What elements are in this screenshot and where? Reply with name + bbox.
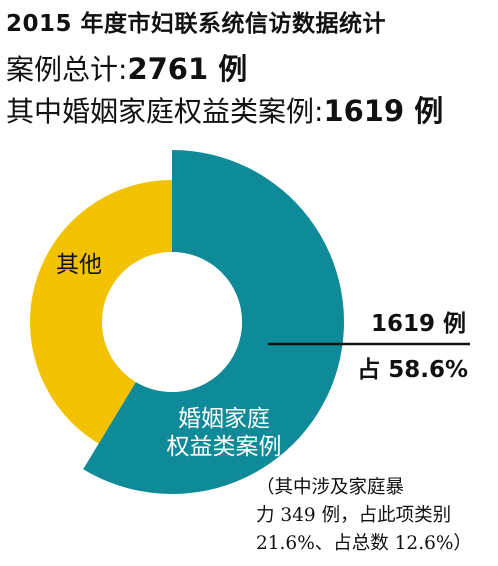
slice-label: 其他 — [56, 252, 102, 278]
page-title: 2015 年度市妇联系统信访数据统计 — [6, 11, 387, 37]
donut-slice — [29, 180, 173, 444]
footnote-line: 力 349 例，占此项类别 — [256, 505, 452, 526]
subset-value: 1619 例 — [323, 94, 444, 128]
callout-percent: 占 58.6% — [357, 357, 468, 383]
total-value: 2761 例 — [127, 52, 248, 86]
footnote: （其中涉及家庭暴 力 349 例，占此项类别 21.6%、占总数 12.6%） — [256, 474, 492, 558]
total-line: 案例总计:2761 例 — [6, 46, 247, 88]
slice-label: 婚姻家庭 — [178, 406, 270, 432]
footnote-line: （其中涉及家庭暴 — [256, 477, 405, 498]
footnote-line: 21.6%、占总数 12.6%） — [256, 533, 472, 554]
callout-count: 1619 例 — [371, 311, 466, 337]
subset-line: 其中婚姻家庭权益类案例:1619 例 — [6, 88, 443, 130]
total-label: 案例总计: — [6, 53, 128, 86]
donut-hole — [102, 252, 242, 392]
subset-label: 其中婚姻家庭权益类案例: — [6, 95, 324, 128]
donut-slice — [83, 150, 344, 494]
slice-label: 权益类案例 — [167, 434, 282, 460]
